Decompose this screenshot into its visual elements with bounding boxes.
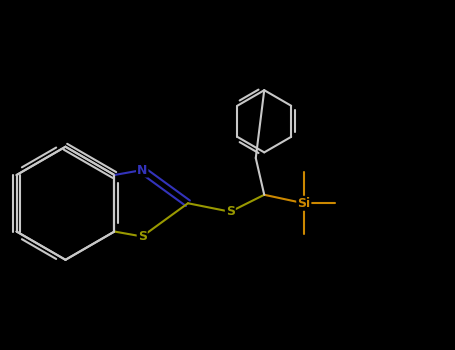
- Text: S: S: [226, 205, 235, 218]
- Text: N: N: [137, 163, 147, 176]
- Text: S: S: [138, 230, 147, 243]
- Text: Si: Si: [297, 197, 310, 210]
